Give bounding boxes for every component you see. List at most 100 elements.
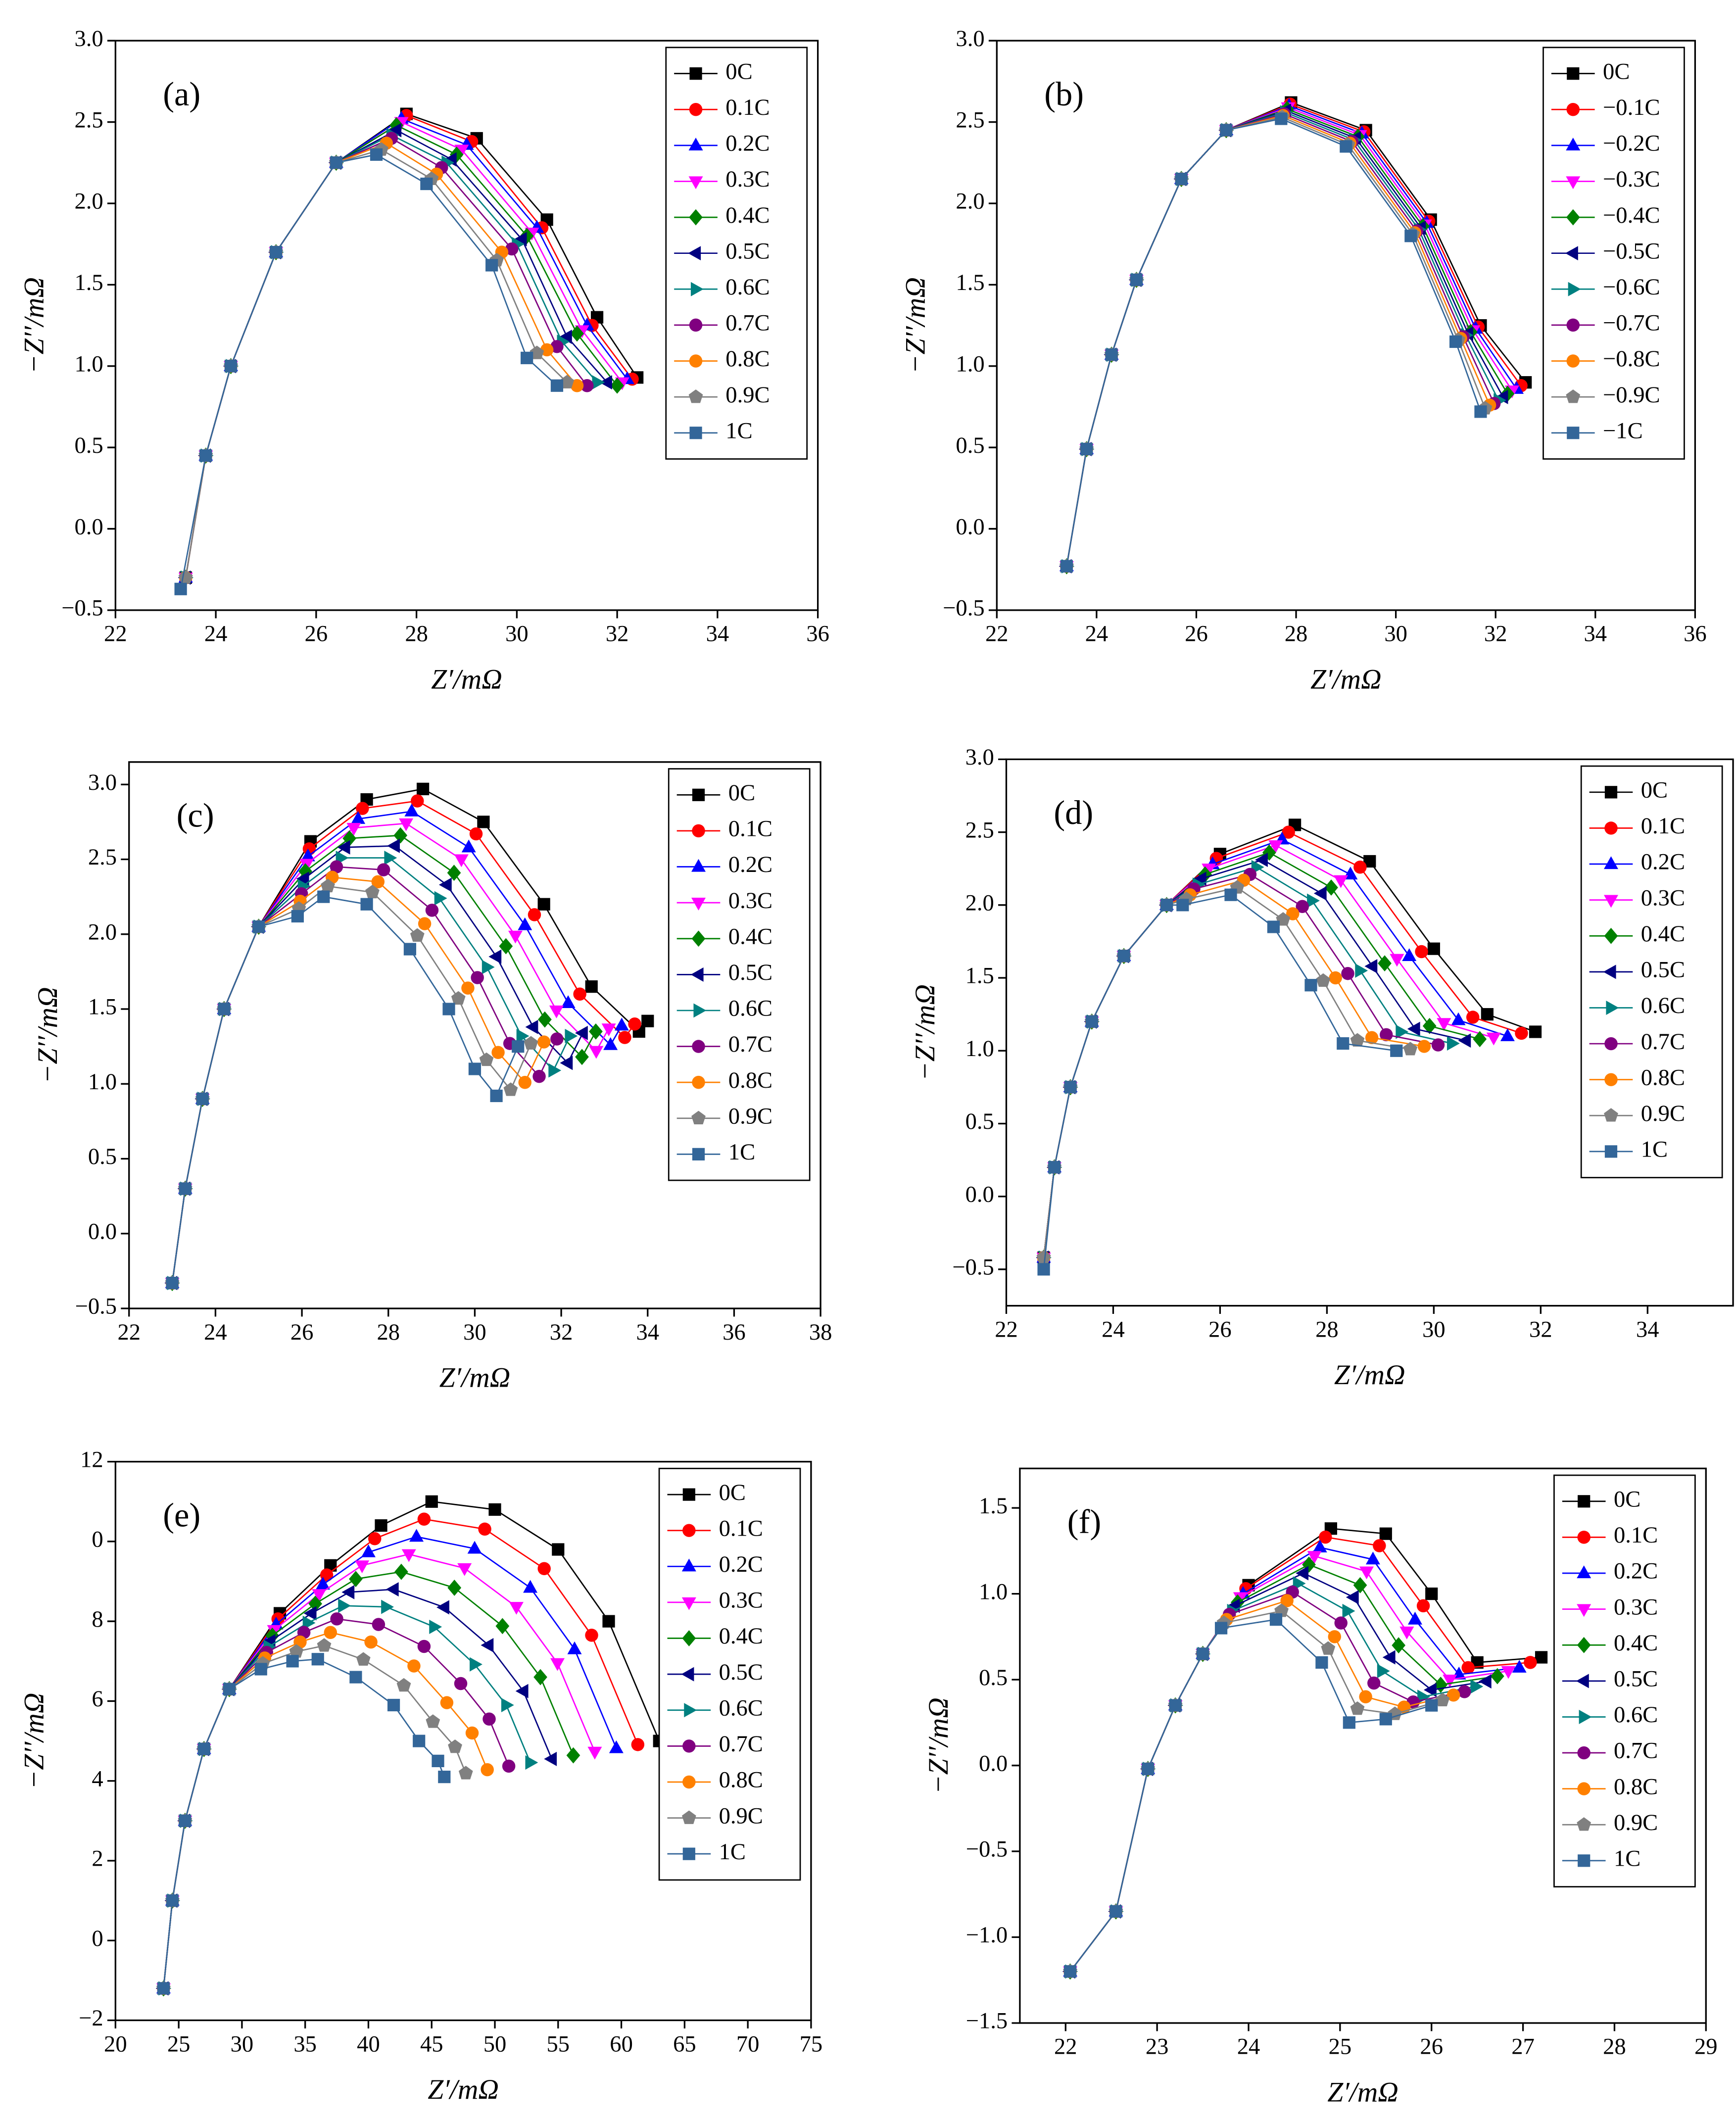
legend-label: −0.1C xyxy=(1603,95,1660,120)
series-line xyxy=(171,896,519,1283)
data-point xyxy=(512,1040,525,1053)
data-point xyxy=(1524,1656,1537,1669)
data-point xyxy=(1085,1015,1098,1028)
legend-label: 0.2C xyxy=(725,131,770,156)
y-tick-label: 1.5 xyxy=(965,964,994,989)
data-point xyxy=(179,1182,192,1195)
legend-marker xyxy=(692,1040,705,1053)
data-point xyxy=(1481,1008,1494,1021)
legend-label: 0C xyxy=(725,59,752,84)
legend-label: 0.4C xyxy=(725,203,770,228)
data-point xyxy=(388,123,402,138)
y-tick-label: −0.5 xyxy=(943,596,984,621)
series-line xyxy=(163,1571,574,1989)
data-point xyxy=(317,1638,332,1652)
y-tick-label: −1.5 xyxy=(966,2009,1008,2034)
data-point xyxy=(559,330,572,344)
series-line xyxy=(163,1618,510,1989)
data-point xyxy=(461,981,475,995)
data-point xyxy=(467,1541,482,1554)
data-point xyxy=(447,865,461,881)
y-tick-label: 3.0 xyxy=(74,26,103,51)
series-line xyxy=(1043,873,1439,1258)
series-line xyxy=(163,1632,488,1989)
legend-label: 0.2C xyxy=(1614,1559,1658,1584)
data-point xyxy=(1367,1676,1381,1690)
series-line xyxy=(1066,110,1504,567)
legend-marker xyxy=(684,1703,697,1718)
chart-panel: 22 24 26 28 30 32 34 36 −0.5 0.0 0.5 1.0 1.5 2.0 2.5 3.… xyxy=(19,26,829,695)
data-point xyxy=(1048,1161,1061,1174)
data-point xyxy=(351,811,366,824)
legend-marker xyxy=(693,1003,707,1018)
legend-label: 0.8C xyxy=(728,1068,772,1093)
data-point xyxy=(1427,942,1440,955)
legend-marker xyxy=(690,282,704,296)
legend-label: 0.2C xyxy=(1641,850,1685,875)
x-tick-label: 32 xyxy=(606,622,629,647)
y-tick-label: −0.5 xyxy=(952,1255,994,1280)
y-tick-label: 1.5 xyxy=(979,1494,1008,1519)
data-point xyxy=(1529,1025,1542,1038)
legend-label: −1C xyxy=(1603,418,1643,443)
legend-marker xyxy=(689,67,702,80)
y-tick-label: −0.5 xyxy=(75,1294,117,1319)
legend-marker xyxy=(1566,209,1580,226)
data-point xyxy=(1342,1603,1355,1618)
data-point xyxy=(1473,1031,1487,1048)
x-tick-label: 45 xyxy=(420,2031,443,2057)
data-point xyxy=(312,1589,327,1602)
data-point xyxy=(477,816,490,828)
data-point xyxy=(1224,888,1237,901)
x-tick-label: 32 xyxy=(1484,622,1507,647)
x-tick-label: 23 xyxy=(1146,2034,1169,2060)
legend-marker xyxy=(1577,1604,1591,1617)
legend-label: 0.8C xyxy=(725,346,770,372)
plot-frame xyxy=(1005,758,1734,1307)
data-point xyxy=(1458,1685,1471,1698)
series-line xyxy=(163,1589,553,1989)
data-point xyxy=(420,177,433,191)
data-point xyxy=(482,1712,496,1726)
data-point xyxy=(1390,954,1404,967)
data-point xyxy=(1415,945,1428,959)
data-point xyxy=(1399,1626,1414,1640)
legend-label: 0.9C xyxy=(1614,1810,1658,1835)
legend-label: 0.5C xyxy=(728,960,772,985)
y-tick-label: 3.0 xyxy=(956,26,984,51)
x-tick-label: 70 xyxy=(736,2031,760,2057)
x-tick-label: 24 xyxy=(1085,622,1109,647)
legend-label: 0.6C xyxy=(1641,993,1685,1018)
data-point xyxy=(1350,1033,1365,1047)
data-point xyxy=(1443,1675,1457,1688)
x-tick-label: 32 xyxy=(1529,1317,1552,1342)
series-line xyxy=(1043,894,1397,1270)
x-tick-label: 22 xyxy=(117,1320,141,1345)
legend: 0C −0.1C −0.2C −0.3C −0.4C −0.5C −0.6C −0.7C −0.… xyxy=(1543,47,1685,460)
data-point xyxy=(1282,825,1295,839)
legend: 0C 0.1C 0.2C 0.3C 0.4C 0.5C 0.6C 0.7C 0.8C 0.9C 1C xyxy=(668,768,811,1181)
panel-label: (f) xyxy=(1067,1503,1101,1541)
data-point xyxy=(360,898,373,911)
legend-label: 0.3C xyxy=(1614,1594,1658,1620)
legend-marker xyxy=(682,1775,696,1789)
data-point xyxy=(1535,1651,1548,1664)
x-tick-label: 26 xyxy=(1185,622,1208,647)
series-line xyxy=(1069,1572,1487,1972)
x-tick-label: 25 xyxy=(1329,2034,1352,2060)
data-point xyxy=(368,1532,382,1545)
legend-label: 0.7C xyxy=(1641,1029,1685,1055)
data-point xyxy=(1329,971,1342,985)
legend-marker xyxy=(1577,1817,1591,1831)
x-tick-label: 30 xyxy=(463,1320,486,1345)
y-tick-label: 1.5 xyxy=(956,270,984,295)
data-point xyxy=(1036,1250,1051,1264)
data-point xyxy=(1312,1540,1327,1553)
legend-label: 0C xyxy=(1603,59,1630,84)
legend-label: 0.2C xyxy=(728,852,772,877)
x-tick-label: 34 xyxy=(1636,1317,1659,1342)
x-tick-label: 40 xyxy=(357,2031,380,2057)
legend-marker xyxy=(689,427,702,439)
data-point xyxy=(601,1023,616,1037)
data-point xyxy=(525,1755,538,1770)
